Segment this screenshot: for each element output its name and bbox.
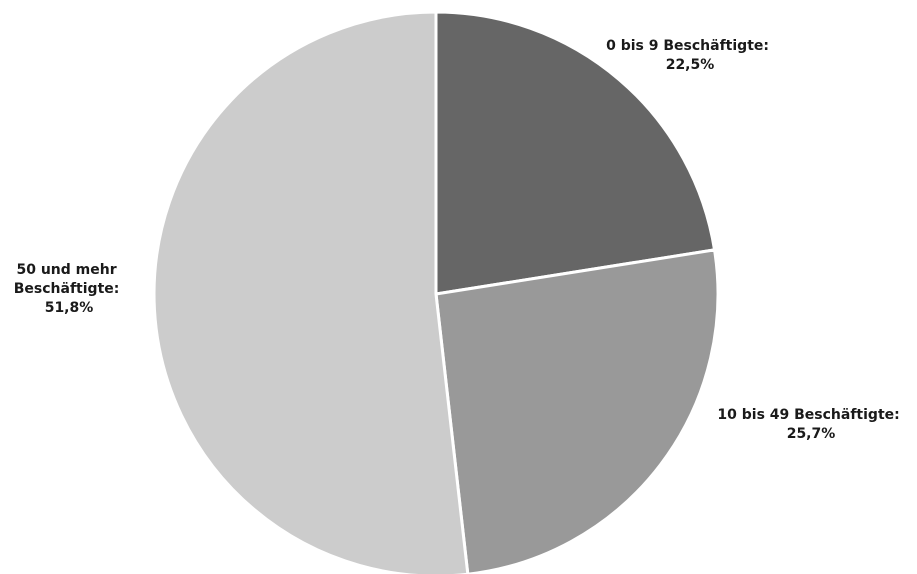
slice-label-10-49-name: 10 bis 49 Beschäftigte:: [717, 407, 899, 423]
slice-label-0-9-value: 22,5%: [666, 57, 715, 73]
slice-label-50-plus-name-line1: 50 und mehr: [16, 262, 116, 278]
slice-10-49-beschaeftigte: [434, 248, 720, 574]
slice-label-0-9: 0 bis 9 Beschäftigte: 22,5%: [606, 38, 774, 73]
slice-label-10-49-value: 25,7%: [787, 426, 836, 442]
pie-slices: [152, 10, 720, 574]
slice-0-9-beschaeftigte: [434, 10, 717, 296]
slice-label-50-plus-name-line2: Beschäftigte:: [14, 281, 120, 297]
slice-label-10-49: 10 bis 49 Beschäftigte: 25,7%: [717, 407, 904, 442]
slice-50-plus-beschaeftigte: [152, 10, 470, 574]
slice-label-50-plus: 50 und mehr Beschäftigte: 51,8%: [14, 262, 124, 316]
slice-label-0-9-name: 0 bis 9 Beschäftigte:: [606, 38, 769, 54]
slice-label-50-plus-value: 51,8%: [45, 300, 94, 316]
